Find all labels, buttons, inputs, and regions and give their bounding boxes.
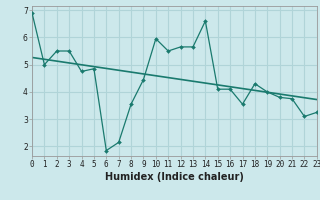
X-axis label: Humidex (Indice chaleur): Humidex (Indice chaleur) bbox=[105, 172, 244, 182]
